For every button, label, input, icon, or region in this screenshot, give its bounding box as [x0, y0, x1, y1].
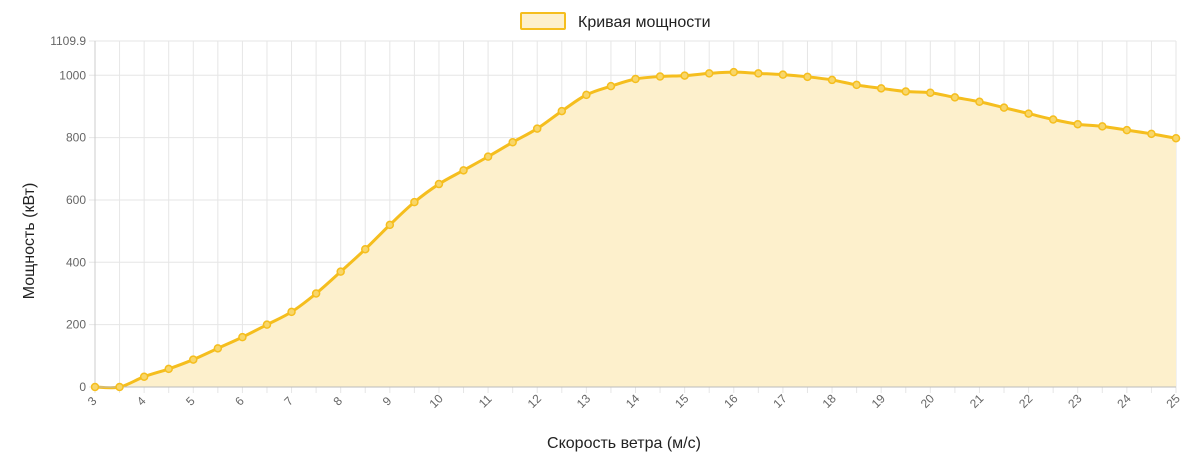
x-tick-label: 3: [85, 394, 100, 409]
x-tick-label: 22: [1016, 391, 1036, 411]
x-tick-label: 24: [1114, 391, 1134, 411]
y-tick-label: 800: [66, 131, 86, 145]
data-point[interactable]: [213, 344, 223, 353]
x-tick-label: 16: [721, 391, 741, 411]
data-point[interactable]: [311, 289, 321, 298]
x-tick-label: 4: [134, 394, 149, 409]
data-point[interactable]: [434, 179, 444, 189]
data-point[interactable]: [115, 382, 124, 392]
data-point[interactable]: [876, 84, 886, 93]
data-point[interactable]: [1024, 109, 1033, 118]
data-point[interactable]: [901, 87, 910, 96]
x-tick-label: 7: [281, 394, 296, 409]
data-point[interactable]: [557, 106, 567, 116]
data-point[interactable]: [729, 67, 739, 77]
x-tick-label: 20: [918, 391, 938, 411]
y-tick-label: 1000: [59, 68, 86, 82]
x-tick-label: 14: [623, 391, 643, 411]
data-point[interactable]: [336, 267, 345, 276]
y-tick-label: 400: [66, 255, 86, 269]
data-point[interactable]: [385, 220, 395, 230]
legend[interactable]: Кривая мощности: [520, 12, 711, 31]
data-point[interactable]: [532, 124, 542, 133]
data-point[interactable]: [975, 97, 984, 107]
series-points: [90, 67, 1181, 392]
x-tick-label: 25: [1163, 391, 1183, 411]
data-point[interactable]: [803, 72, 812, 82]
data-point[interactable]: [778, 70, 788, 79]
data-point[interactable]: [238, 332, 247, 342]
data-point[interactable]: [1171, 133, 1181, 143]
x-axis-title: Скорость ветра (м/с): [547, 435, 701, 452]
x-tick-label: 10: [426, 391, 446, 411]
data-point[interactable]: [164, 364, 173, 374]
x-tick-label: 21: [967, 391, 987, 411]
data-point[interactable]: [483, 152, 493, 161]
y-tick-label: 600: [66, 193, 86, 207]
data-point[interactable]: [1147, 129, 1156, 139]
data-point[interactable]: [262, 320, 272, 329]
data-point[interactable]: [459, 166, 468, 175]
x-tick-label: 15: [672, 391, 692, 411]
data-point[interactable]: [1122, 125, 1132, 135]
x-tick-label: 23: [1065, 391, 1085, 411]
data-point[interactable]: [189, 355, 198, 364]
data-point[interactable]: [1048, 115, 1058, 124]
data-point[interactable]: [754, 69, 763, 78]
data-point[interactable]: [852, 80, 861, 90]
data-point[interactable]: [90, 382, 100, 392]
x-tick-label: 11: [476, 392, 495, 411]
y-axis-title: Мощность (кВт): [21, 183, 38, 300]
data-point[interactable]: [410, 197, 419, 207]
x-tick-label: 8: [331, 394, 346, 409]
data-point[interactable]: [655, 72, 665, 81]
data-point[interactable]: [827, 75, 837, 85]
series-area: [94, 70, 1177, 390]
data-point[interactable]: [1073, 119, 1082, 129]
x-tick-label: 6: [232, 394, 247, 409]
data-point[interactable]: [999, 103, 1009, 112]
y-tick-label: 200: [66, 318, 86, 332]
x-tick-label: 17: [770, 391, 790, 411]
x-tick-label: 13: [574, 391, 594, 411]
x-tick-label: 18: [820, 391, 840, 411]
data-point[interactable]: [361, 244, 370, 254]
x-tick-label: 19: [869, 391, 889, 411]
legend-swatch[interactable]: [520, 12, 566, 30]
series-fill: [95, 72, 1176, 388]
x-tick-label: 5: [183, 394, 198, 409]
y-tick-label: 0: [79, 380, 86, 394]
data-point[interactable]: [950, 93, 960, 102]
data-point[interactable]: [139, 372, 149, 381]
data-point[interactable]: [631, 74, 640, 84]
data-point[interactable]: [287, 307, 296, 317]
data-point[interactable]: [606, 81, 616, 91]
data-point[interactable]: [926, 88, 935, 97]
data-point[interactable]: [1098, 122, 1107, 131]
data-point[interactable]: [704, 69, 714, 78]
x-tick-label: 12: [525, 391, 545, 411]
data-point[interactable]: [582, 90, 591, 100]
x-tick-label: 9: [380, 394, 395, 409]
data-point[interactable]: [508, 138, 517, 147]
data-point[interactable]: [680, 71, 689, 80]
legend-label[interactable]: Кривая мощности: [578, 14, 711, 31]
y-tick-label: 1109.9: [50, 34, 86, 48]
